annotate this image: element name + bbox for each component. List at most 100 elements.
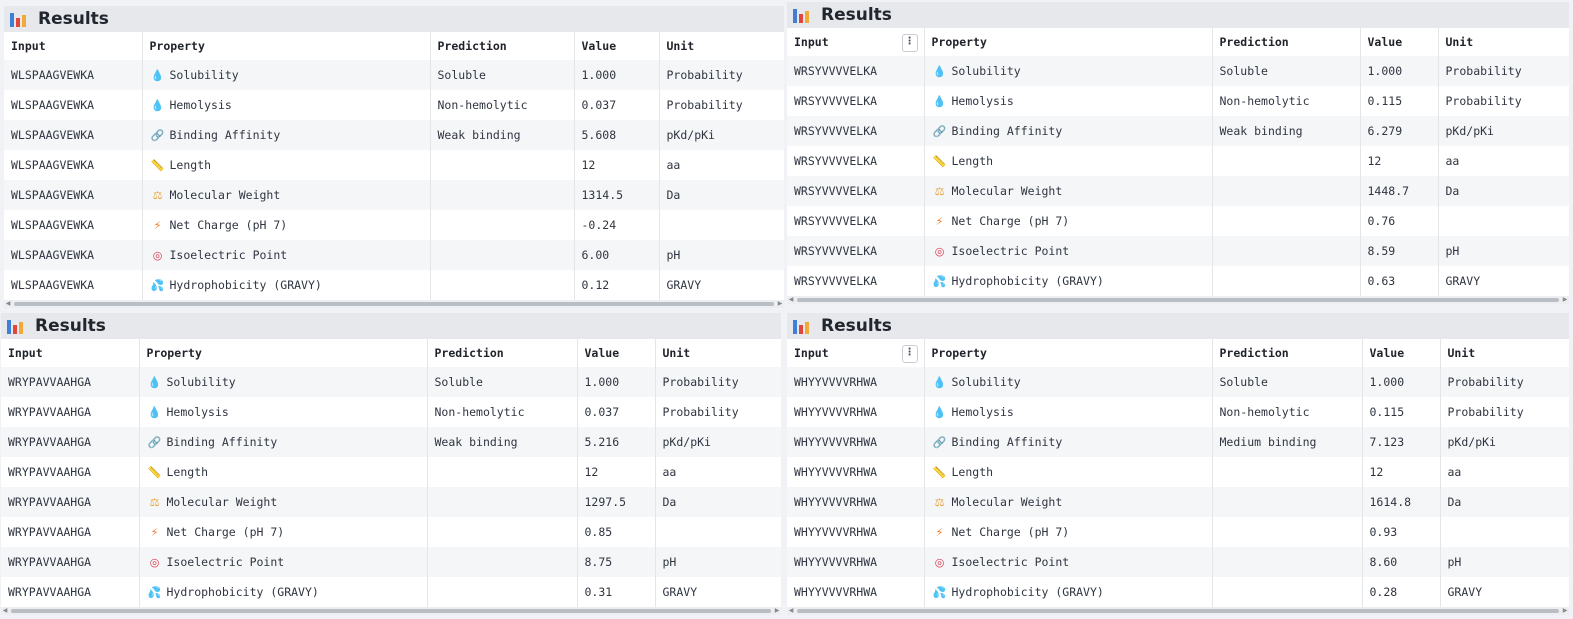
cell-text: pH bbox=[1447, 555, 1462, 569]
column-header-prediction[interactable]: Prediction bbox=[429, 32, 574, 60]
column-header-value[interactable]: Value bbox=[573, 32, 659, 60]
results-panel-4: Results Input ⋮ Property Prediction Value Unit… bbox=[787, 313, 1569, 615]
cell-unit bbox=[658, 210, 784, 240]
cell-text: WRSYVVVVELKA bbox=[794, 94, 878, 108]
cell-prediction: Medium binding bbox=[1211, 427, 1362, 457]
cell-value: 1614.8 bbox=[1361, 487, 1440, 517]
splash-icon: 💦 bbox=[147, 586, 162, 599]
cell-text: Solubility bbox=[166, 375, 236, 389]
bar-chart-icon bbox=[793, 7, 813, 23]
column-header-unit[interactable]: Unit bbox=[654, 339, 781, 367]
column-header-input[interactable]: Input bbox=[1, 339, 139, 367]
column-header-unit[interactable]: Unit bbox=[658, 32, 784, 60]
cell-value: 6.279 bbox=[1359, 116, 1438, 146]
cell-text: pH bbox=[1445, 244, 1460, 258]
cell-unit: aa bbox=[658, 150, 784, 180]
results-table: Input ⋮ Property Prediction Value Unit WRSYVVV… bbox=[787, 28, 1569, 296]
scroll-left-icon[interactable]: ◀ bbox=[5, 300, 11, 307]
cell-value: 0.037 bbox=[576, 397, 655, 427]
scrollbar-thumb[interactable] bbox=[11, 609, 771, 613]
scroll-right-icon[interactable]: ▶ bbox=[1562, 296, 1568, 303]
cell-text: Probability bbox=[662, 375, 739, 389]
cell-text: 5.216 bbox=[584, 435, 620, 449]
cell-text: WLSPAAGVEWKA bbox=[11, 218, 95, 232]
cell-unit: GRAVY bbox=[654, 577, 781, 607]
column-header-property[interactable]: Property bbox=[923, 339, 1212, 367]
table-row: WHYYVVVVRHWA 💦 Hydrophobicity (GRAVY) 0.28 G… bbox=[787, 577, 1569, 607]
scroll-right-icon[interactable]: ▶ bbox=[777, 300, 783, 307]
column-header-unit[interactable]: Unit bbox=[1437, 28, 1569, 56]
column-header-prediction[interactable]: Prediction bbox=[1211, 339, 1362, 367]
cell-text: Probability bbox=[1445, 94, 1522, 108]
cell-text: 1314.5 bbox=[581, 188, 624, 202]
column-header-label: Prediction bbox=[437, 39, 507, 53]
horizontal-scrollbar[interactable]: ◀ ▶ bbox=[787, 607, 1569, 615]
scroll-right-icon[interactable]: ▶ bbox=[1562, 607, 1568, 614]
cell-text: Da bbox=[662, 495, 677, 509]
column-header-label: Input bbox=[794, 35, 829, 49]
column-header-property[interactable]: Property bbox=[923, 28, 1212, 56]
cell-text: WRYPAVVAAHGA bbox=[8, 375, 92, 389]
cell-unit: GRAVY bbox=[658, 270, 784, 300]
cell-input: WRSYVVVVELKA bbox=[787, 116, 924, 146]
cell-text: Probability bbox=[1447, 375, 1524, 389]
cell-property: ⚡ Net Charge (pH 7) bbox=[138, 517, 427, 547]
cell-prediction bbox=[429, 150, 574, 180]
cell-text: 0.115 bbox=[1367, 94, 1403, 108]
panel-title: Results bbox=[821, 5, 892, 25]
scroll-left-icon[interactable]: ◀ bbox=[788, 296, 794, 303]
column-header-property[interactable]: Property bbox=[141, 32, 430, 60]
cell-text: 0.037 bbox=[584, 405, 620, 419]
column-header-label: Input bbox=[8, 346, 43, 360]
cell-text: 1297.5 bbox=[584, 495, 627, 509]
horizontal-scrollbar[interactable]: ◀ ▶ bbox=[1, 607, 781, 615]
scroll-right-icon[interactable]: ▶ bbox=[774, 607, 780, 614]
column-header-property[interactable]: Property bbox=[138, 339, 427, 367]
cell-value: 0.93 bbox=[1361, 517, 1440, 547]
cell-value: 0.31 bbox=[576, 577, 655, 607]
cell-input: WRYPAVVAAHGA bbox=[1, 547, 139, 577]
scrollbar-thumb[interactable] bbox=[797, 609, 1559, 613]
cell-text: -0.24 bbox=[581, 218, 617, 232]
target-icon: ◎ bbox=[934, 245, 945, 258]
cell-text: Hydrophobicity (GRAVY) bbox=[951, 274, 1104, 288]
column-header-prediction[interactable]: Prediction bbox=[426, 339, 577, 367]
column-menu-icon[interactable]: ⋮ bbox=[901, 34, 918, 52]
scroll-left-icon[interactable]: ◀ bbox=[788, 607, 794, 614]
cell-text: Probability bbox=[666, 98, 743, 112]
table-row: WLSPAAGVEWKA 💦 Hydrophobicity (GRAVY) 0.12 G… bbox=[4, 270, 784, 300]
cell-text: 12 bbox=[584, 465, 599, 479]
scroll-left-icon[interactable]: ◀ bbox=[2, 607, 8, 614]
cell-prediction: Weak binding bbox=[429, 120, 574, 150]
cell-text: WRYPAVVAAHGA bbox=[8, 555, 92, 569]
cell-text: Isoelectric Point bbox=[169, 248, 288, 262]
cell-input: WHYYVVVVRHWA bbox=[787, 397, 924, 427]
column-header-value[interactable]: Value bbox=[1361, 339, 1440, 367]
column-header-input[interactable]: Input bbox=[4, 32, 142, 60]
horizontal-scrollbar[interactable]: ◀ ▶ bbox=[787, 296, 1569, 304]
cell-property: 💦 Hydrophobicity (GRAVY) bbox=[923, 266, 1212, 296]
cell-text: aa bbox=[666, 158, 681, 172]
scrollbar-thumb[interactable] bbox=[14, 302, 774, 306]
column-header-prediction[interactable]: Prediction bbox=[1211, 28, 1360, 56]
column-header-label: Input bbox=[11, 39, 46, 53]
column-header-unit[interactable]: Unit bbox=[1439, 339, 1569, 367]
scrollbar-thumb[interactable] bbox=[797, 298, 1559, 302]
cell-property: ⚖ Molecular Weight bbox=[138, 487, 427, 517]
column-header-input[interactable]: Input ⋮ bbox=[787, 339, 924, 367]
cell-text: Non-hemolytic bbox=[437, 98, 528, 112]
cell-text: Hydrophobicity (GRAVY) bbox=[166, 585, 319, 599]
cell-prediction: Non-hemolytic bbox=[1211, 397, 1362, 427]
column-header-value[interactable]: Value bbox=[1359, 28, 1438, 56]
cell-text: 1.000 bbox=[1369, 375, 1405, 389]
cell-text: 0.12 bbox=[581, 278, 610, 292]
cell-property: 💧 Hemolysis bbox=[141, 90, 430, 120]
cell-value: 0.76 bbox=[1359, 206, 1438, 236]
column-menu-icon[interactable]: ⋮ bbox=[901, 345, 918, 363]
column-header-label: Unit bbox=[1447, 346, 1476, 360]
cell-property: 💧 Solubility bbox=[923, 56, 1212, 86]
column-header-value[interactable]: Value bbox=[576, 339, 655, 367]
cell-text: pKd/pKi bbox=[662, 435, 711, 449]
column-header-input[interactable]: Input ⋮ bbox=[787, 28, 924, 56]
horizontal-scrollbar[interactable]: ◀ ▶ bbox=[4, 300, 784, 308]
